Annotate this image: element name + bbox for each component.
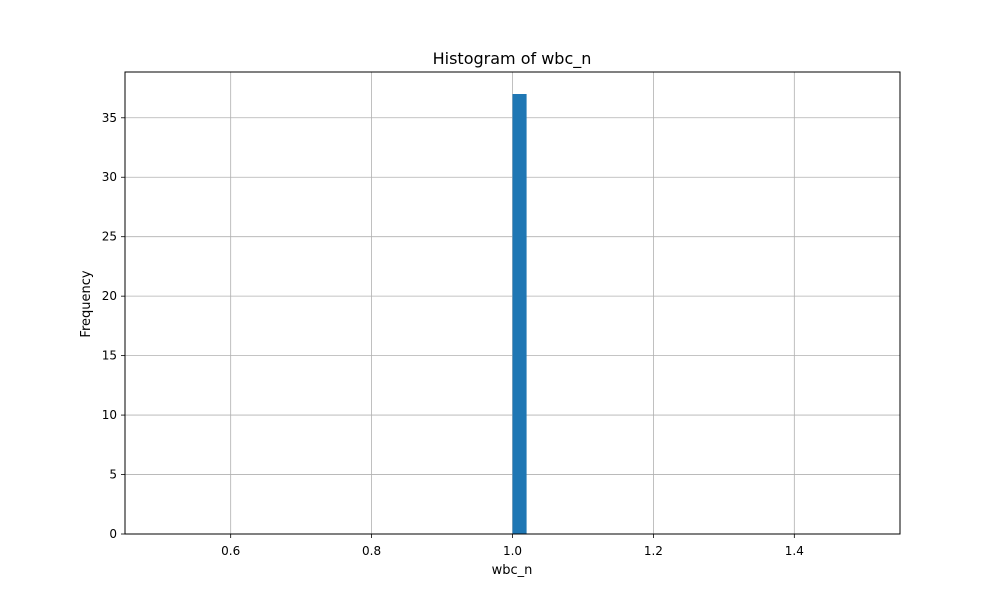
x-tick-label: 1.4: [785, 544, 804, 558]
y-tick-label: 5: [109, 468, 117, 482]
histogram-bar: [512, 94, 527, 534]
y-tick-label: 20: [102, 289, 117, 303]
tick-layer: 0.6 0.8 1.0 1.2 1.4 0 5 10 15 20 25 30 35: [102, 111, 804, 558]
y-tick-label: 35: [102, 111, 117, 125]
y-axis-label: Frequency: [79, 270, 94, 337]
x-tick-label: 1.0: [503, 544, 522, 558]
y-tick-label: 10: [102, 408, 117, 422]
y-tick-label: 15: [102, 349, 117, 363]
x-axis-label: wbc_n: [492, 563, 533, 578]
y-tick-label: 0: [109, 527, 117, 541]
x-tick-label: 0.6: [221, 544, 240, 558]
y-tick-label: 30: [102, 170, 117, 184]
x-tick-label: 0.8: [362, 544, 381, 558]
x-tick-label: 1.2: [644, 544, 663, 558]
y-tick-label: 25: [102, 230, 117, 244]
chart-title: Histogram of wbc_n: [433, 49, 592, 69]
bar-layer: [512, 94, 527, 534]
